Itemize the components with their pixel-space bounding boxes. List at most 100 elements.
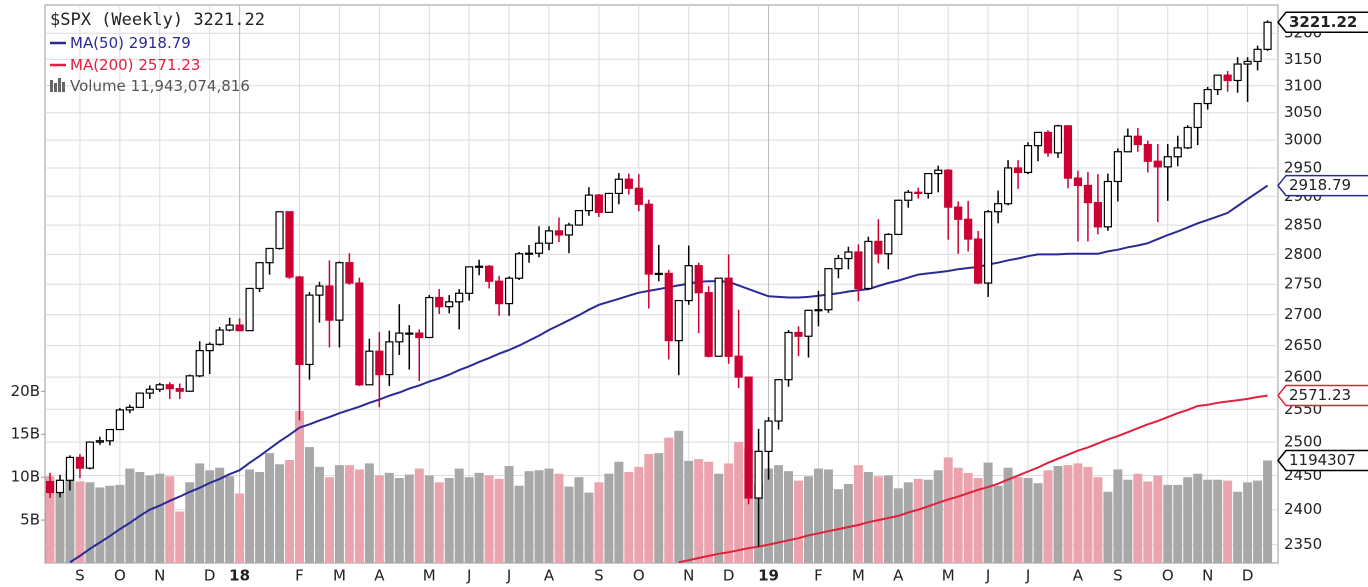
candle-body — [724, 277, 733, 357]
volume-bar — [574, 477, 584, 563]
candle-body — [395, 332, 404, 343]
candle-body — [1133, 135, 1142, 146]
volume-bar — [863, 472, 873, 563]
candle-body — [544, 230, 554, 244]
volume-bar — [544, 468, 554, 563]
volume-bar — [1043, 470, 1053, 563]
candle-body — [824, 268, 833, 311]
volume-bar — [85, 482, 95, 563]
y-tick-label: 2850 — [1284, 216, 1322, 234]
candle-body — [1103, 180, 1112, 228]
candle-body — [1263, 21, 1272, 50]
volume-bar — [584, 492, 594, 563]
volume-bar — [1223, 480, 1233, 563]
candle-body — [974, 238, 983, 284]
last-value-label: 3221.22 — [1289, 13, 1357, 31]
volume-bar — [105, 485, 115, 563]
volume-bar — [115, 484, 125, 563]
volume-bar — [1173, 484, 1183, 563]
volume-bar — [664, 437, 674, 563]
volume-bar — [364, 463, 374, 563]
candle-body — [764, 420, 773, 452]
candle-body — [265, 247, 274, 264]
volume-bar — [883, 475, 893, 563]
volume-bar — [1063, 465, 1073, 563]
volume-bar — [334, 465, 344, 563]
last-value-box: 3221.22 — [1277, 11, 1368, 34]
candle-body — [485, 265, 494, 282]
last-value-frame — [1277, 384, 1368, 407]
volume-bar — [484, 475, 494, 563]
volume-bar — [145, 475, 155, 563]
candle-body — [1153, 160, 1162, 168]
volume-bar — [684, 460, 694, 563]
volume-bar — [1053, 465, 1063, 563]
volume-bar — [374, 475, 384, 563]
candle-layer — [45, 20, 1272, 547]
candle-body — [804, 309, 813, 337]
candle-body — [794, 331, 803, 337]
candle-body — [305, 294, 314, 366]
x-tick-label: D — [723, 567, 735, 585]
candle-body — [504, 277, 514, 305]
candle-body — [135, 392, 144, 408]
volume-bar — [1093, 477, 1103, 563]
volume-bar — [245, 469, 255, 563]
candle-body — [445, 301, 454, 308]
x-tick-label: N — [1202, 567, 1213, 585]
candle-body — [634, 187, 643, 205]
candle-body — [355, 282, 364, 386]
volume-bar — [404, 474, 414, 563]
volume-bar — [794, 480, 803, 563]
volume-bar — [1163, 484, 1173, 563]
volume-bar — [644, 453, 654, 563]
volume-bar — [1183, 477, 1193, 563]
candle-body — [1033, 131, 1043, 147]
x-tick-label: D — [204, 567, 216, 585]
volume-bar — [185, 482, 195, 563]
candle-body — [1083, 184, 1093, 204]
x-tick-label: A — [1073, 567, 1084, 585]
candle-body — [554, 230, 564, 236]
volume-bar — [1113, 469, 1123, 563]
candle-body — [45, 481, 55, 494]
volume-bar — [893, 488, 903, 563]
volume-bar — [75, 481, 85, 563]
candle-body — [654, 272, 663, 276]
candle-body — [744, 376, 753, 499]
legend-value: 2571.23 — [138, 56, 200, 74]
candle-body — [165, 384, 174, 390]
candle-body — [325, 285, 334, 321]
volume-bar — [1083, 466, 1093, 563]
candle-body — [854, 251, 863, 290]
x-tick-label: F — [814, 567, 823, 585]
volume-bar — [205, 470, 215, 563]
volume-bar — [724, 463, 734, 563]
legend-title: $SPX (Weekly) 3221.22 — [50, 10, 265, 30]
volume-bar — [774, 465, 784, 563]
candle-body — [1123, 135, 1132, 153]
candle-body — [754, 450, 763, 499]
candle-body — [185, 375, 194, 392]
y-tick-label: 3000 — [1284, 131, 1322, 149]
candle-body — [85, 441, 95, 469]
volume-bar — [923, 479, 933, 563]
last-value-box: 2571.23 — [1277, 384, 1368, 407]
title-value: 3221.22 — [193, 10, 265, 30]
candle-body — [664, 272, 673, 342]
volume-bar — [135, 472, 145, 563]
candle-body — [75, 456, 85, 469]
y-tick-label: 2600 — [1284, 368, 1322, 386]
candle-body — [455, 292, 464, 303]
last-value-frame — [1277, 449, 1368, 472]
candle-body — [524, 252, 534, 255]
volume-bar — [624, 472, 634, 563]
candle-body — [195, 349, 204, 377]
volume-bar — [554, 473, 564, 563]
legend-value: 11,943,074,816 — [131, 77, 250, 95]
y-tick-label: 2500 — [1284, 433, 1322, 451]
candle-body — [1173, 147, 1182, 158]
x-tick-label: A — [893, 567, 904, 585]
volume-bar — [704, 461, 714, 563]
volume-bar — [823, 469, 833, 563]
